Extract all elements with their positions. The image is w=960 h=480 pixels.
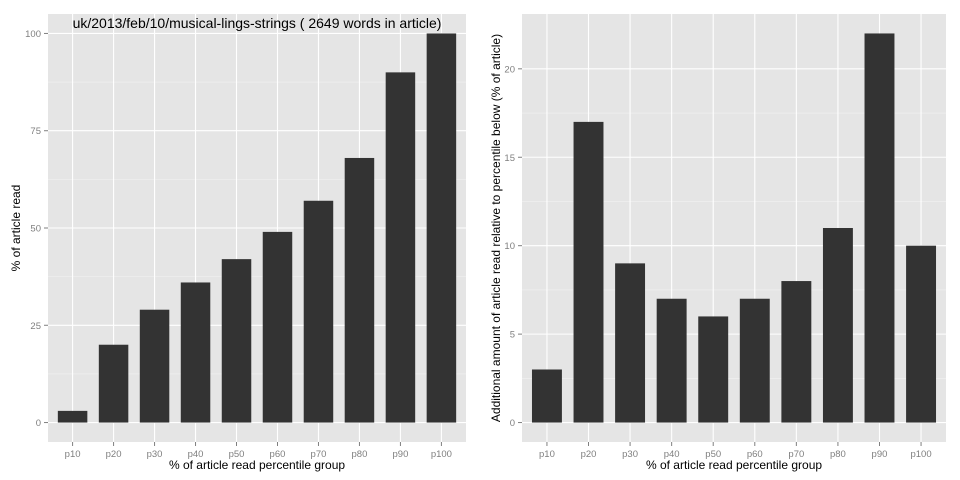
left-bar-p20 — [98, 344, 129, 423]
left-bar-p90 — [385, 72, 416, 423]
right-y-tick-label: 20 — [504, 64, 515, 75]
left-chart-title: uk/2013/feb/10/musical-lings-strings ( 2… — [73, 15, 442, 31]
left-y-axis-title: % of article read — [9, 185, 23, 272]
left-y-tick-label: 75 — [30, 126, 41, 137]
right-bar-p50 — [698, 316, 729, 423]
right-y-axis-title: Additional amount of article read relati… — [489, 34, 503, 422]
right-bar-p80 — [822, 228, 853, 423]
left-x-tick-label: p80 — [352, 449, 368, 460]
right-bar-p70 — [781, 281, 812, 423]
right-x-tick-label: p50 — [705, 449, 721, 460]
right-x-tick-label: p20 — [581, 449, 597, 460]
left-x-tick-label: p90 — [393, 449, 409, 460]
right-x-tick-label: p40 — [664, 449, 680, 460]
right-y-tick-label: 15 — [504, 153, 515, 164]
right-bar-p90 — [864, 33, 895, 423]
left-y-tick-label: 100 — [25, 29, 41, 40]
left-bar-p50 — [221, 259, 252, 423]
left-x-tick-label: p70 — [311, 449, 327, 460]
left-chart-panel: 0 25 50 75 100 p10 p20 p30 p40 p50 p60 p70 p80 p90 p10… — [9, 14, 466, 472]
right-bar-p40 — [656, 298, 687, 423]
right-x-tick-label: p90 — [872, 449, 888, 460]
right-x-axis-title: % of article read percentile group — [646, 458, 822, 472]
left-bar-p10 — [57, 410, 88, 423]
right-bar-p60 — [739, 298, 770, 423]
left-y-tick-label: 0 — [36, 418, 41, 429]
left-y-tick-label: 50 — [30, 224, 41, 235]
left-x-tick-label: p50 — [229, 449, 245, 460]
left-bar-p100 — [426, 33, 457, 423]
left-bar-p40 — [180, 282, 211, 423]
right-x-tick-label: p80 — [830, 449, 846, 460]
right-x-tick-label: p60 — [747, 449, 763, 460]
right-chart-panel: 0 5 10 15 20 p10 p20 p30 p40 p50 p60 p70 p80 p90 p100%… — [489, 14, 946, 472]
right-y-tick-label: 10 — [504, 241, 515, 252]
right-x-tick-label: p100 — [910, 449, 931, 460]
left-x-axis-title: % of article read percentile group — [169, 458, 345, 472]
left-x-tick-label: p10 — [65, 449, 81, 460]
right-bar-p30 — [615, 263, 646, 423]
left-x-tick-label: p40 — [188, 449, 204, 460]
left-x-tick-label: p30 — [147, 449, 163, 460]
right-x-tick-label: p10 — [539, 449, 555, 460]
right-y-tick-label: 0 — [510, 418, 515, 429]
left-x-tick-label: p20 — [106, 449, 122, 460]
left-bar-p70 — [303, 200, 334, 423]
left-x-tick-label: p60 — [270, 449, 286, 460]
right-bar-p100 — [906, 245, 937, 423]
left-bar-p80 — [344, 157, 375, 423]
left-bar-p30 — [139, 309, 170, 423]
right-bar-p10 — [531, 369, 562, 423]
right-x-tick-label: p30 — [622, 449, 638, 460]
left-x-tick-label: p100 — [431, 449, 452, 460]
right-y-tick-label: 5 — [510, 330, 515, 341]
right-x-tick-label: p70 — [788, 449, 804, 460]
left-y-tick-label: 25 — [30, 321, 41, 332]
left-bar-p60 — [262, 231, 293, 423]
right-bar-p20 — [573, 121, 604, 423]
